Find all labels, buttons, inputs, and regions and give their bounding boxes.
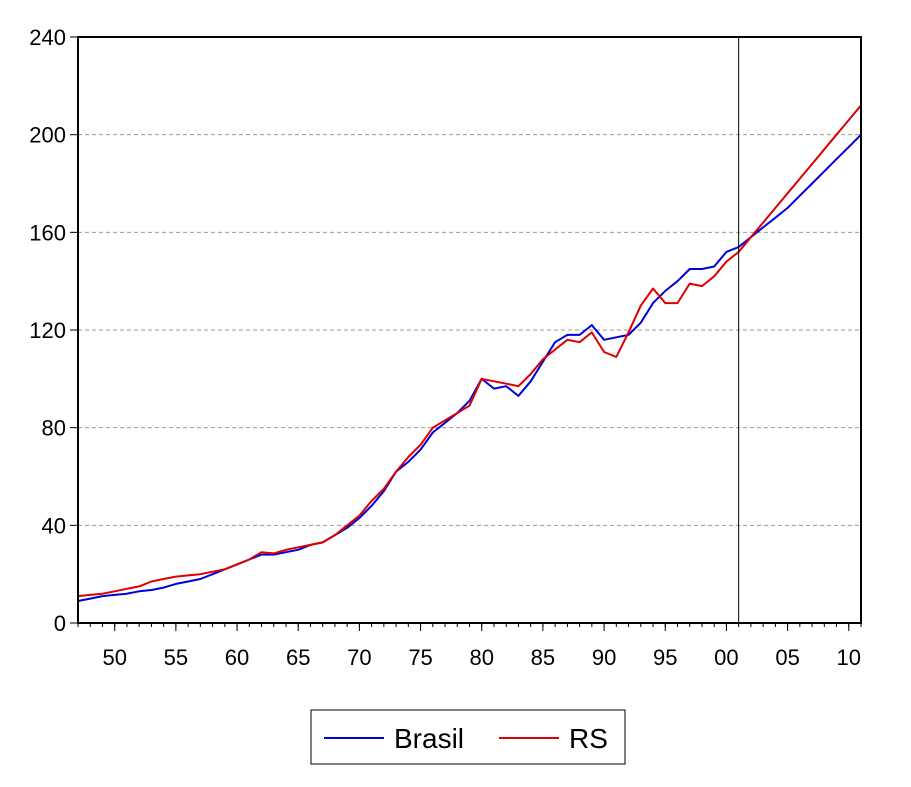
x-tick-label: 75 [408, 645, 432, 670]
y-tick-label: 40 [42, 513, 66, 538]
x-tick-label: 90 [592, 645, 616, 670]
series-line-rs [77, 104, 862, 598]
y-tick-label: 160 [29, 220, 66, 245]
x-tick-label: 80 [469, 645, 493, 670]
x-tick-label: 65 [286, 645, 310, 670]
x-axis: 50 55 60 65 70 75 80 85 90 95 00 05 10 [77, 623, 862, 670]
x-tick-label: 05 [775, 645, 799, 670]
series-layer [77, 104, 862, 602]
legend-label-rs: RS [569, 723, 608, 754]
legend-label-brasil: Brasil [394, 723, 464, 754]
grid-lines [78, 134, 861, 526]
x-tick-label: 60 [225, 645, 249, 670]
x-tick-label: 85 [531, 645, 555, 670]
legend: Brasil RS [310, 709, 626, 765]
x-tick-label: 95 [653, 645, 677, 670]
y-tick-label: 0 [54, 611, 66, 636]
series-line-brasil [77, 133, 862, 602]
x-tick-label: 00 [714, 645, 738, 670]
y-tick-label: 80 [42, 416, 66, 441]
y-tick-label: 240 [29, 25, 66, 50]
x-tick-label: 55 [164, 645, 188, 670]
y-tick-label: 120 [29, 318, 66, 343]
y-tick-label: 200 [29, 123, 66, 148]
x-tick-label: 10 [837, 645, 861, 670]
y-axis: 0 40 80 120 160 200 240 [29, 25, 78, 636]
x-tick-label: 70 [347, 645, 371, 670]
x-tick-label: 50 [102, 645, 126, 670]
